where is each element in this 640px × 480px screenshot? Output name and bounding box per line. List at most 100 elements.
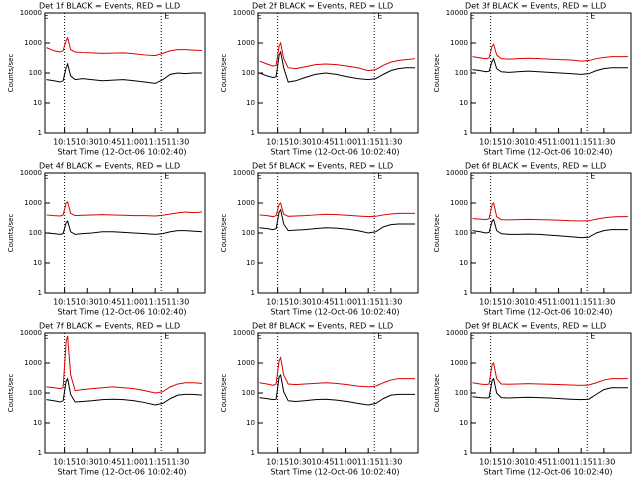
event-marker: E — [257, 172, 262, 181]
y-tick-label: 100 — [242, 69, 255, 77]
series-line — [472, 218, 628, 239]
x-tick-label: 11:30 — [166, 458, 189, 467]
x-tick-label: 11:00 — [547, 138, 570, 147]
y-tick-label: 10 — [459, 99, 468, 107]
x-tick-label: 11:00 — [121, 138, 144, 147]
x-tick-label: 10:45 — [524, 138, 547, 147]
y-tick-label: 100 — [29, 389, 42, 397]
x-tick-label: 10:30 — [289, 298, 312, 307]
x-axis-label: Start Time (12-Oct-06 10:02:40) — [57, 148, 186, 157]
chart-title: Det 6f BLACK = Events, RED = LLD — [465, 162, 606, 171]
y-tick-label: 10000 — [20, 9, 42, 17]
y-tick-label: 10000 — [446, 9, 468, 17]
x-tick-label: 11:00 — [334, 298, 357, 307]
y-tick-label: 10 — [33, 419, 42, 427]
x-axis-label: Start Time (12-Oct-06 10:02:40) — [57, 468, 186, 477]
x-tick-label: 11:15 — [144, 298, 167, 307]
event-marker: E — [257, 12, 262, 21]
event-marker: E — [470, 12, 475, 21]
event-marker: E — [590, 332, 595, 341]
x-tick-label: 10:30 — [76, 458, 99, 467]
x-tick-label: 10:15 — [266, 458, 289, 467]
series-line — [46, 62, 202, 84]
x-tick-label: 11:30 — [379, 458, 402, 467]
y-tick-label: 10000 — [233, 9, 255, 17]
chart-title: Det 9f BLACK = Events, RED = LLD — [465, 322, 606, 331]
y-tick-label: 100 — [242, 229, 255, 237]
x-tick-label: 10:15 — [479, 138, 502, 147]
x-tick-label: 10:30 — [502, 138, 525, 147]
y-tick-label: 1000 — [237, 199, 255, 207]
event-marker: E — [44, 332, 49, 341]
y-tick-label: 1000 — [450, 39, 468, 47]
x-tick-label: 10:45 — [311, 458, 334, 467]
y-tick-label: 1 — [251, 129, 255, 137]
y-axis-label: Counts/sec — [220, 54, 228, 93]
event-marker: E — [590, 172, 595, 181]
event-marker: E — [257, 332, 262, 341]
event-marker: E — [590, 12, 595, 21]
x-tick-label: 11:15 — [570, 138, 593, 147]
plot-frame — [470, 332, 632, 454]
y-tick-label: 10 — [459, 259, 468, 267]
x-tick-label: 11:15 — [144, 138, 167, 147]
plot-frame — [470, 172, 632, 294]
plot-frame — [257, 332, 419, 454]
x-tick-label: 11:00 — [334, 138, 357, 147]
x-tick-label: 10:45 — [98, 138, 121, 147]
y-tick-label: 100 — [29, 69, 42, 77]
x-tick-label: 11:00 — [334, 458, 357, 467]
y-tick-label: 10000 — [233, 169, 255, 177]
y-tick-label: 1 — [464, 449, 468, 457]
y-tick-label: 1 — [38, 129, 42, 137]
plot-frame — [44, 172, 206, 294]
event-marker: E — [377, 332, 382, 341]
y-tick-label: 10000 — [20, 169, 42, 177]
y-tick-label: 10 — [246, 99, 255, 107]
x-tick-label: 10:15 — [53, 138, 76, 147]
y-tick-label: 1 — [251, 289, 255, 297]
x-tick-label: 10:15 — [53, 458, 76, 467]
series-line — [259, 356, 415, 388]
y-tick-label: 1000 — [24, 39, 42, 47]
y-tick-label: 10 — [246, 259, 255, 267]
series-line — [259, 202, 415, 218]
y-axis-label: Counts/sec — [433, 374, 441, 413]
x-tick-label: 11:15 — [144, 458, 167, 467]
event-marker: E — [377, 12, 382, 21]
x-tick-label: 10:15 — [479, 458, 502, 467]
x-tick-label: 10:30 — [76, 298, 99, 307]
y-axis-label: Counts/sec — [7, 214, 15, 253]
x-tick-label: 10:45 — [98, 298, 121, 307]
y-tick-label: 1 — [38, 449, 42, 457]
y-tick-label: 10000 — [233, 329, 255, 337]
series-line — [259, 373, 415, 406]
x-tick-label: 11:30 — [166, 138, 189, 147]
series-line — [46, 335, 203, 394]
chart-title: Det 8f BLACK = Events, RED = LLD — [252, 322, 393, 331]
x-tick-label: 10:45 — [311, 138, 334, 147]
x-tick-label: 10:30 — [289, 458, 312, 467]
series-line — [472, 43, 628, 62]
y-tick-label: 1000 — [237, 39, 255, 47]
x-tick-label: 10:15 — [266, 298, 289, 307]
y-tick-label: 10 — [33, 99, 42, 107]
y-tick-label: 1 — [38, 289, 42, 297]
y-tick-label: 100 — [242, 389, 255, 397]
x-axis-label: Start Time (12-Oct-06 10:02:40) — [483, 148, 612, 157]
event-marker: E — [377, 172, 382, 181]
y-tick-label: 1000 — [450, 199, 468, 207]
chart-title: Det 5f BLACK = Events, RED = LLD — [252, 162, 393, 171]
plot-frame — [470, 12, 632, 134]
x-tick-label: 11:30 — [166, 298, 189, 307]
x-tick-label: 11:00 — [547, 298, 570, 307]
x-tick-label: 10:45 — [311, 298, 334, 307]
y-tick-label: 10 — [246, 419, 255, 427]
y-axis-label: Counts/sec — [220, 374, 228, 413]
x-axis-label: Start Time (12-Oct-06 10:02:40) — [270, 468, 399, 477]
y-axis-label: Counts/sec — [433, 54, 441, 93]
y-tick-label: 1 — [464, 129, 468, 137]
x-tick-label: 11:15 — [570, 298, 593, 307]
chart-title: Det 1f BLACK = Events, RED = LLD — [39, 2, 180, 11]
